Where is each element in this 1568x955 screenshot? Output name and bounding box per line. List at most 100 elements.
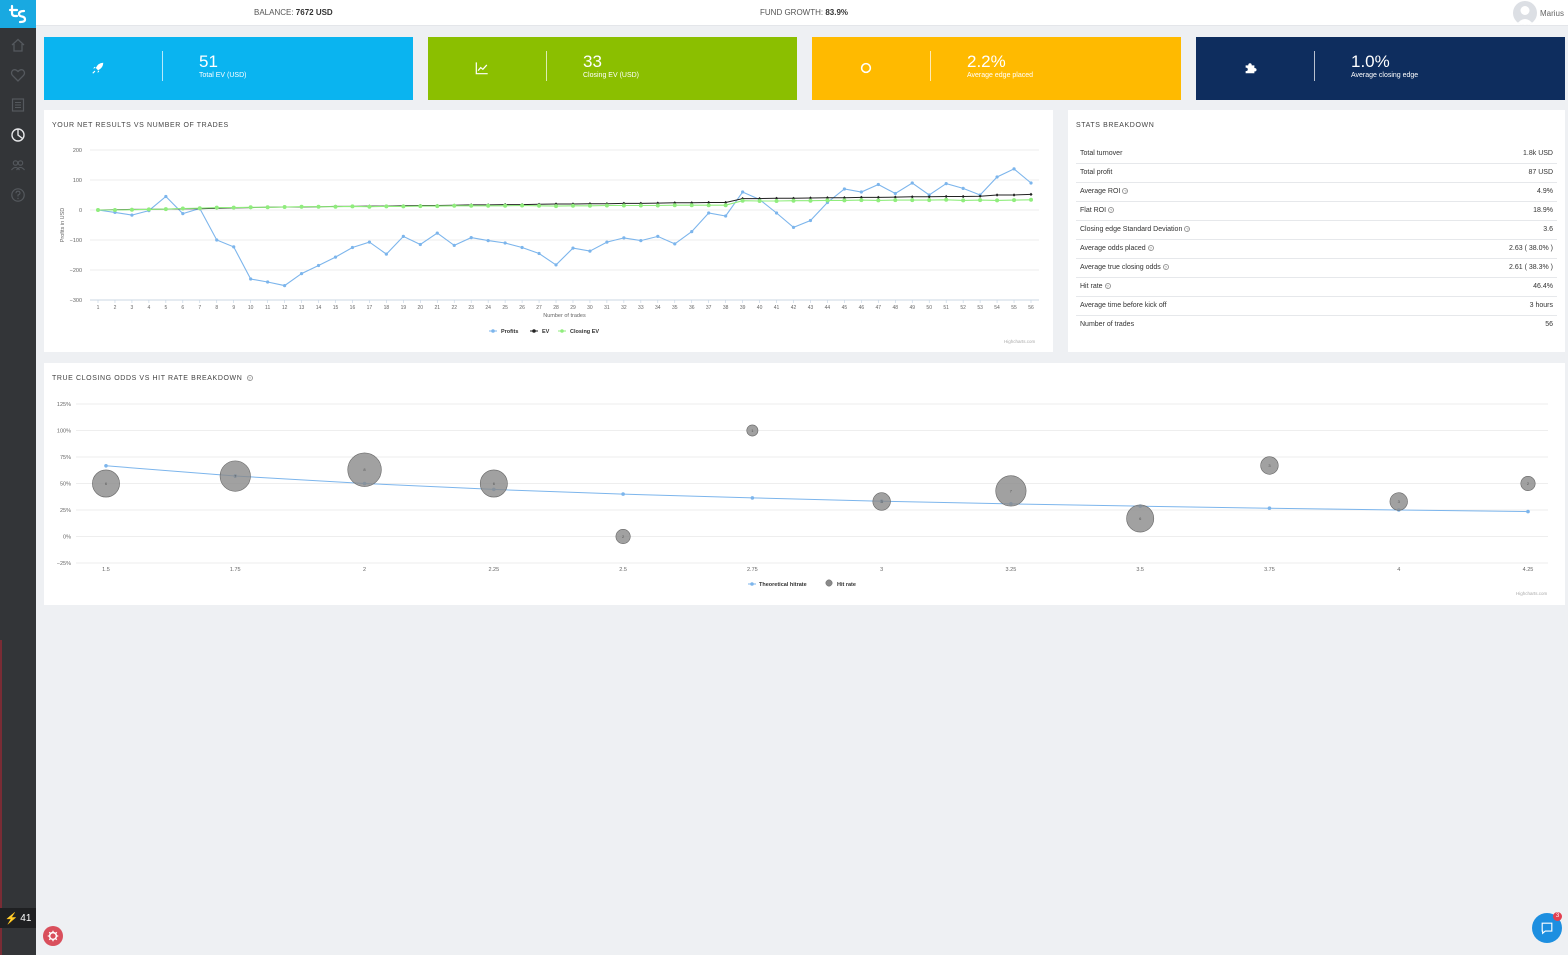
legend-marker (491, 329, 495, 333)
x-tick-label: 7 (198, 305, 201, 311)
info-icon[interactable]: ? (1162, 264, 1169, 271)
bubble-label: 6 (105, 481, 108, 486)
logo[interactable] (0, 0, 36, 28)
x-tick-label: 2 (363, 567, 366, 573)
x-tick-label: 37 (706, 305, 712, 311)
stats-label: Total turnover (1080, 149, 1123, 157)
tile-divider (930, 51, 931, 81)
bubble-label: 7 (234, 474, 237, 479)
stats-table: Total turnover 1.8k USD Total profit 87 USD… (1076, 144, 1557, 334)
data-point (672, 203, 677, 208)
x-tick-label: 41 (774, 305, 780, 311)
data-point (384, 252, 388, 256)
x-tick-label: 3.5 (1136, 567, 1144, 573)
help-icon[interactable] (8, 185, 28, 205)
data-point (639, 239, 643, 243)
points-value: 41 (20, 912, 32, 924)
stats-value: 4.9% (1410, 182, 1557, 202)
pie-chart-icon[interactable] (8, 125, 28, 145)
info-icon[interactable]: ? (1108, 207, 1115, 214)
tile-value: 51 (199, 52, 218, 71)
points-badge[interactable]: ⚡ 41 (0, 908, 36, 928)
data-point (808, 196, 813, 200)
stats-row: Total turnover 1.8k USD (1076, 144, 1557, 164)
stats-row-label: Average odds placed? (1076, 239, 1411, 259)
heart-icon[interactable] (8, 65, 28, 85)
net-results-title: YOUR NET RESULTS VS NUMBER OF TRADES (52, 122, 229, 129)
home-icon[interactable] (8, 35, 28, 55)
info-icon[interactable]: ? (1104, 283, 1111, 290)
data-point (859, 195, 863, 199)
data-point (944, 194, 948, 199)
data-point (112, 208, 117, 212)
x-tick-label: 12 (282, 305, 288, 311)
tile-divider (162, 51, 163, 81)
stats-row: Closing edge Standard Deviation? 3.6 (1076, 220, 1557, 240)
legend-label: EV (542, 329, 550, 335)
data-point (774, 196, 779, 200)
data-point (265, 205, 270, 210)
stats-row-label: Average true closing odds? (1076, 258, 1411, 278)
stats-value: 3 hours (1410, 296, 1557, 316)
user-menu[interactable]: Marius (1512, 1, 1564, 25)
data-point (367, 240, 372, 244)
x-tick-label: 2.25 (488, 567, 499, 573)
data-point (724, 200, 728, 205)
x-tick-label: 3.25 (1006, 567, 1017, 573)
hitrate-chart[interactable]: 125% 100% 75% 50% 25% 0% −25% 1.5 1.75 2 2.25 2.5 2.… (44, 363, 1565, 605)
data-point (774, 199, 779, 203)
stats-row-label: Average ROI? (1076, 182, 1411, 202)
info-icon[interactable]: ? (1122, 188, 1129, 195)
settings-button[interactable] (43, 926, 63, 946)
x-tick-label: 4 (148, 305, 151, 311)
data-point (401, 234, 405, 238)
bubble-label: 6 (1139, 516, 1142, 521)
data-point (333, 204, 338, 209)
data-point (486, 239, 490, 243)
stats-label: Hit rate (1080, 283, 1103, 290)
x-tick-label: 2 (114, 305, 117, 311)
data-point (995, 198, 1000, 203)
info-icon[interactable]: ? (1184, 226, 1191, 233)
list-icon[interactable] (8, 95, 28, 115)
sidebar: ⚡ 41 (0, 0, 36, 955)
info-icon[interactable]: ? (246, 375, 253, 382)
x-tick-label: 49 (909, 305, 915, 311)
x-tick-label: 3 (131, 305, 134, 311)
data-point (927, 193, 931, 197)
data-point (707, 200, 711, 205)
y-tick-label: 50% (60, 482, 71, 488)
hit-rate-bubble (347, 452, 382, 487)
stats-value: 2.63 ( 38.0% ) (1410, 239, 1557, 259)
stats-row-label: Flat ROI? (1076, 201, 1411, 221)
data-point (384, 204, 389, 209)
info-icon[interactable]: ? (1147, 245, 1154, 252)
theoretical-hitrate-line (105, 465, 1529, 513)
balance: BALANCE: 7672 USD (254, 8, 333, 17)
y-tick-label: 75% (60, 455, 71, 461)
data-point (655, 203, 660, 208)
data-point (520, 203, 525, 208)
y-tick-label: 25% (60, 508, 71, 514)
data-point (621, 203, 626, 208)
users-icon[interactable] (8, 155, 28, 175)
puzzle-icon (1242, 60, 1258, 76)
x-tick-label: 2.5 (619, 567, 627, 573)
chat-icon (1541, 922, 1553, 935)
user-icon (1515, 6, 1534, 25)
data-point (248, 205, 253, 210)
tile-edge-placed: 2.2% Average edge placed (812, 37, 1181, 100)
x-tick-label: 35 (672, 305, 678, 311)
data-point (570, 203, 575, 208)
data-point (299, 204, 304, 209)
data-point (231, 205, 236, 210)
y-tick-label: −100 (70, 238, 82, 244)
x-tick-label: 24 (485, 305, 491, 311)
data-point (690, 230, 694, 234)
data-point (995, 193, 999, 197)
x-tick-label: 39 (740, 305, 746, 311)
avatar[interactable] (1512, 1, 1537, 25)
x-tick-label: 1 (97, 305, 100, 311)
chat-button[interactable]: 3 (1532, 912, 1562, 943)
